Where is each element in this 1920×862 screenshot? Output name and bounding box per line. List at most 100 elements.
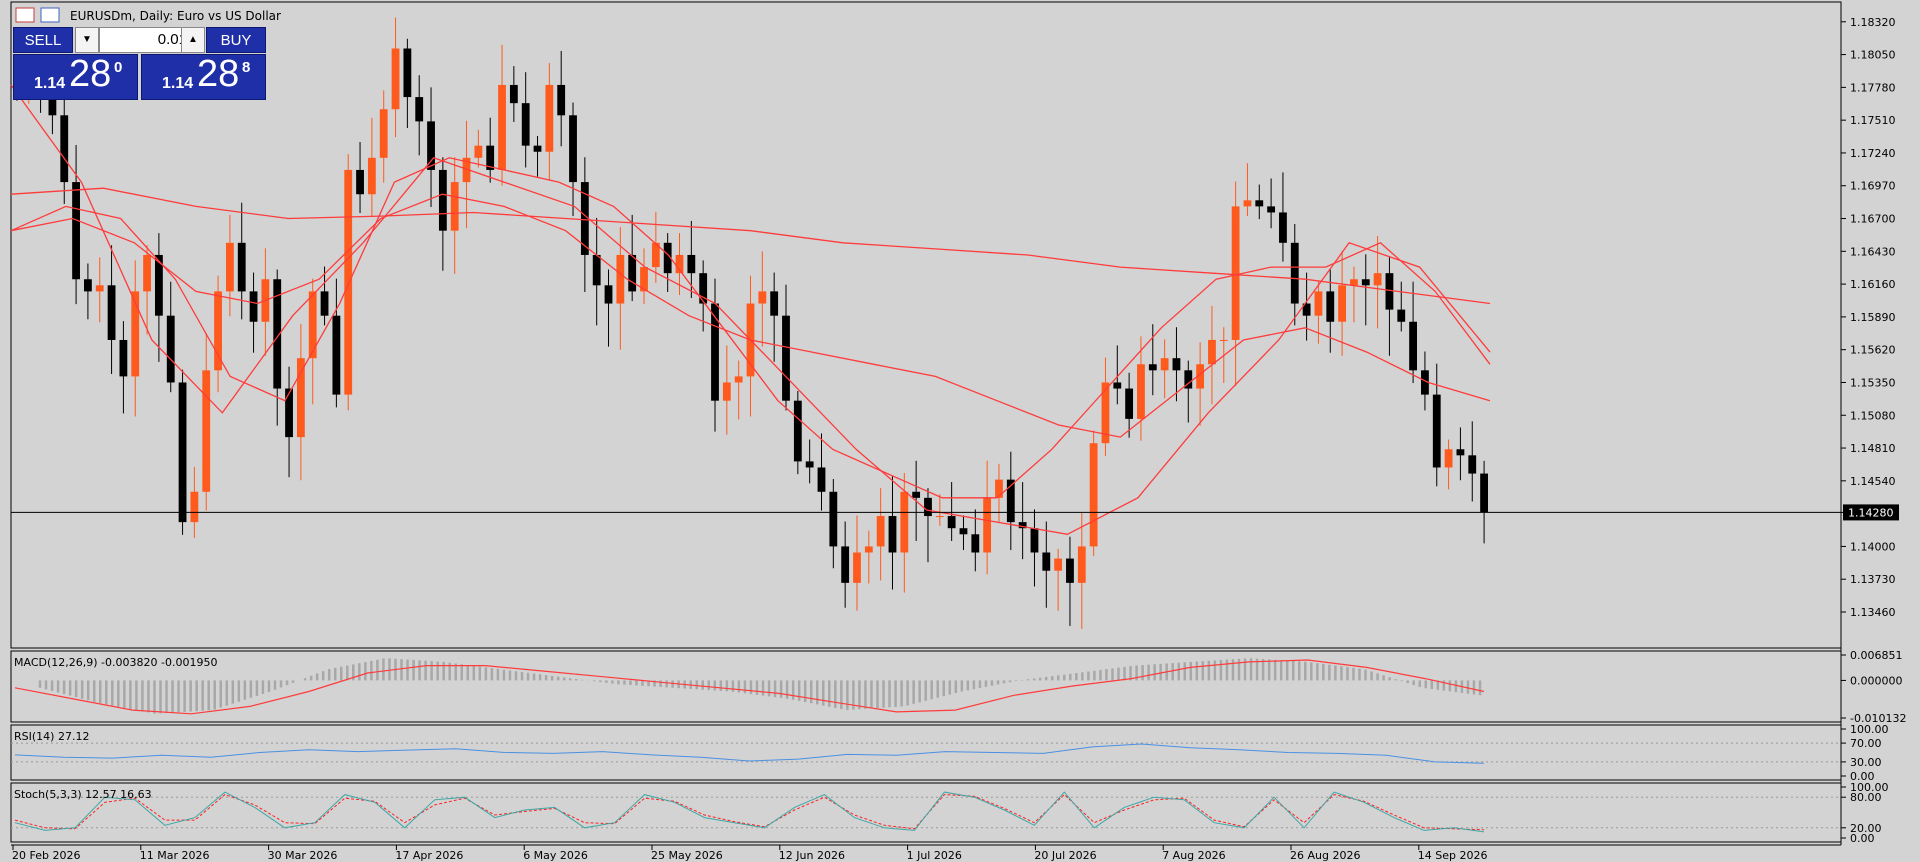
macd-scale-label-0: 0.006851 (1850, 649, 1903, 662)
buy-button[interactable]: BUY (206, 27, 266, 53)
candle-body (971, 534, 980, 553)
stoch-scale-label-2: 20.00 (1850, 822, 1882, 835)
candle-body (722, 382, 731, 401)
candle-body (1089, 443, 1098, 547)
stoch-scale-label-0: 100.00 (1850, 781, 1889, 794)
candle-body (450, 182, 459, 231)
stoch-scale-label-1: 80.00 (1850, 791, 1882, 804)
candle-body (438, 169, 447, 231)
price-label-5: 1.16970 (1850, 180, 1896, 193)
lot-increase-button[interactable]: ▲ (181, 27, 205, 53)
macd-scale-label-2: -0.010132 (1850, 712, 1906, 725)
candle-body (178, 382, 187, 523)
candle-body (154, 254, 163, 316)
candle-body (320, 291, 329, 316)
one-click-trading-panel: SELL ▼ 0.01 ▲ BUY 1.14 28 0 1.14 28 8 (13, 27, 266, 100)
candle-body (841, 546, 850, 583)
candle-body (498, 84, 506, 170)
rsi-label: RSI(14) 27.12 (14, 730, 89, 743)
date-label-7: 1 Jul 2026 (907, 849, 962, 862)
candle-body (805, 461, 814, 468)
candle-body (853, 552, 861, 583)
candle-body (782, 315, 790, 401)
rsi-line (14, 743, 1485, 764)
sell-price-box[interactable]: 1.14 28 0 (13, 53, 138, 100)
rsi-scale-label-2: 30.00 (1850, 756, 1882, 769)
price-label-3: 1.17510 (1850, 114, 1896, 127)
chart-window-icon (15, 7, 35, 23)
candles (13, 17, 1488, 629)
candle-body (983, 497, 992, 553)
candle-body (415, 97, 424, 122)
current-price-label: 1.14280 (1848, 506, 1894, 519)
price-label-17: 1.13730 (1850, 573, 1896, 586)
macd-histogram (38, 658, 1482, 714)
candle-body (817, 467, 826, 492)
candle-body (1373, 273, 1382, 286)
candle-body (462, 157, 471, 183)
candle-body (1066, 558, 1074, 583)
candle-body (332, 315, 341, 395)
date-label-10: 26 Aug 2026 (1290, 849, 1360, 862)
lot-decrease-button[interactable]: ▼ (75, 27, 99, 53)
stoch-scale-label-3: 0.00 (1850, 832, 1875, 845)
candle-body (687, 254, 696, 274)
candle-body (592, 254, 601, 286)
candle-body (521, 103, 530, 146)
candle-body (1208, 339, 1216, 365)
candle-body (675, 254, 684, 274)
moving-average-3 (10, 187, 1491, 305)
candle-body (1314, 291, 1323, 316)
chart-title: EURUSDm, Daily: Euro vs US Dollar (70, 9, 281, 23)
candle-body (1267, 206, 1276, 213)
candle-body (427, 121, 435, 170)
lot-size-input[interactable]: 0.01 (99, 27, 194, 53)
candle-body (1137, 364, 1145, 419)
candle-body (84, 279, 92, 292)
candle-body (699, 273, 708, 304)
candle-body (1042, 552, 1051, 571)
price-label-7: 1.16430 (1850, 245, 1896, 258)
candle-body (367, 157, 376, 195)
candle-body (1468, 455, 1477, 474)
price-label-10: 1.15620 (1850, 344, 1896, 357)
candle-body (1421, 370, 1429, 395)
date-label-2: 30 Mar 2026 (268, 849, 338, 862)
stoch-signal-line (14, 793, 1485, 831)
macd-label: MACD(12,26,9) -0.003820 -0.001950 (14, 656, 217, 669)
candle-body (758, 291, 767, 304)
candle-body (214, 291, 222, 371)
candle-body (1148, 364, 1157, 371)
candle-body (202, 370, 211, 492)
candle-body (1255, 200, 1264, 207)
candle-body (1196, 364, 1205, 389)
candle-body (1480, 473, 1488, 513)
buy-price-box[interactable]: 1.14 28 8 (141, 53, 266, 100)
sell-price-prefix: 1.14 (34, 75, 66, 92)
candle-body (486, 145, 495, 170)
macd-pane-border (10, 650, 1842, 723)
candle-body (1054, 558, 1063, 571)
candle-body (947, 516, 956, 529)
sell-button[interactable]: SELL (13, 27, 73, 53)
candle-body (1361, 279, 1370, 286)
candle-body (143, 254, 151, 292)
candle-body (356, 169, 364, 195)
candle-body (640, 267, 648, 292)
candle-body (1432, 394, 1441, 468)
candle-body (225, 242, 234, 292)
rsi-scale-label-1: 70.00 (1850, 737, 1882, 750)
candle-body (864, 546, 873, 553)
stoch-main-line (14, 791, 1485, 833)
candle-body (935, 516, 944, 518)
buy-price-big: 28 (197, 53, 240, 95)
candle-body (344, 169, 353, 395)
moving-average-2 (10, 193, 1491, 438)
rsi-pane-border (10, 724, 1842, 781)
date-label-1: 11 Mar 2026 (140, 849, 210, 862)
candle-body (1444, 449, 1453, 468)
candle-body (403, 48, 412, 98)
candle-body (1290, 242, 1299, 304)
